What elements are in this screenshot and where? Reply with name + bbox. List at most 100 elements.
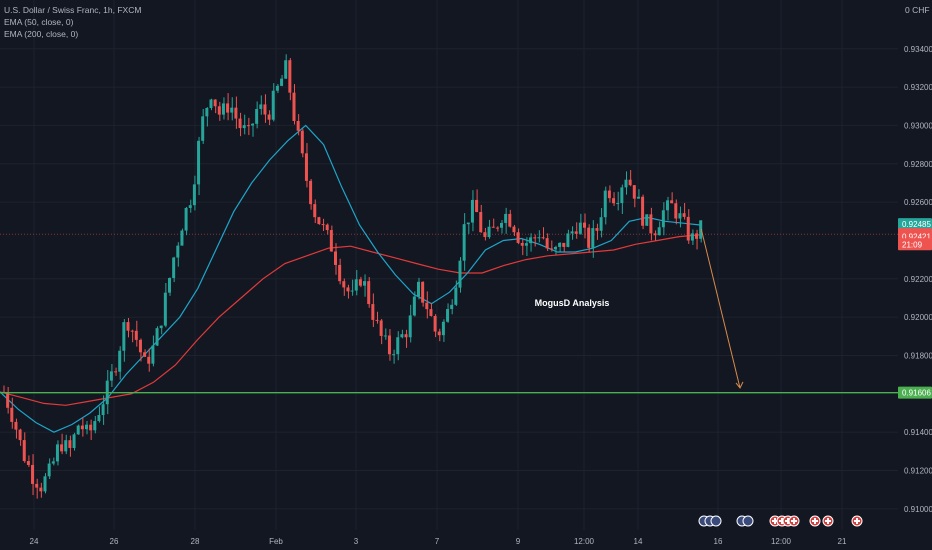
candle-up: [392, 354, 396, 356]
candle-up: [699, 220, 703, 239]
candle-up: [221, 103, 225, 115]
candle-down: [31, 464, 35, 484]
candle-down: [317, 217, 321, 225]
candle-down: [433, 315, 437, 332]
candle-down: [479, 211, 483, 233]
candle-down: [234, 107, 238, 119]
swiss-cross-icon: [854, 520, 860, 522]
candle-down: [612, 198, 616, 204]
ema200-line: [0, 234, 702, 406]
candle-down: [147, 356, 151, 364]
candle-up: [192, 184, 196, 206]
candle-up: [188, 205, 192, 208]
price-tick-label: 0.91200: [904, 466, 932, 475]
candle-up: [197, 140, 201, 185]
candle-up: [591, 228, 595, 248]
candle-down: [39, 487, 43, 492]
candle-up: [678, 213, 682, 219]
candle-up: [537, 237, 541, 239]
candle-down: [495, 227, 499, 229]
analysis-annotation: MogusD Analysis: [535, 298, 610, 308]
price-label: 21:09: [902, 240, 923, 249]
candle-up: [570, 231, 574, 234]
candle-down: [541, 237, 545, 239]
candle-up: [645, 214, 649, 226]
candle-down: [226, 103, 230, 113]
candle-up: [412, 296, 416, 316]
economic-events[interactable]: [698, 515, 863, 527]
projection-arrow: [700, 228, 744, 389]
candle-down: [68, 440, 72, 448]
candle-up: [383, 335, 387, 337]
time-tick-label: 26: [110, 537, 119, 546]
candle-down: [334, 251, 337, 265]
candle-down: [296, 120, 300, 131]
candle-down: [653, 233, 657, 236]
candle-down: [670, 200, 674, 204]
candle-down: [309, 180, 313, 205]
candle-down: [10, 407, 14, 422]
candle-up: [558, 242, 562, 247]
candle-down: [516, 232, 520, 243]
candle-down: [512, 226, 516, 233]
candle-up: [690, 233, 694, 241]
candle-up: [259, 104, 263, 109]
candle-up: [101, 404, 105, 416]
swiss-cross-icon: [825, 520, 831, 522]
candle-up: [450, 304, 454, 310]
candle-up: [636, 196, 640, 199]
candle-down: [213, 99, 217, 107]
candle-up: [524, 243, 528, 246]
candle-down: [379, 320, 383, 336]
price-tick-label: 0.93000: [904, 121, 932, 130]
candle-up: [487, 226, 491, 238]
candle-down: [89, 424, 93, 431]
candle-down: [437, 331, 441, 336]
candle-down: [387, 335, 391, 355]
candle-up: [76, 425, 80, 435]
symbol-title[interactable]: U.S. Dollar / Swiss Franc, 1h, FXCM: [4, 5, 142, 15]
candle-down: [583, 222, 586, 228]
candle-down: [595, 228, 599, 231]
time-tick-label: 16: [714, 537, 723, 546]
time-tick-label: 7: [435, 537, 440, 546]
candle-down: [304, 153, 308, 181]
candle-down: [114, 371, 118, 373]
candle-down: [321, 224, 325, 226]
price-label: 0.92485: [902, 220, 931, 229]
candle-up: [446, 309, 450, 322]
candle-up: [43, 476, 47, 492]
candle-up: [275, 85, 279, 91]
candle-down: [26, 461, 30, 465]
candle-up: [441, 321, 445, 336]
price-label-bg: [898, 218, 932, 231]
candle-up: [242, 125, 246, 129]
ema200-polyline: [0, 234, 702, 406]
candle-up: [578, 222, 582, 234]
candle-down: [686, 216, 690, 241]
candle-up: [470, 199, 474, 223]
price-tick-label: 0.92600: [904, 198, 932, 207]
chart-grid: [0, 0, 898, 530]
candle-up: [454, 287, 458, 305]
candle-up: [284, 60, 288, 79]
ema200-legend[interactable]: EMA (200, close, 0): [4, 29, 79, 39]
candle-up: [209, 99, 213, 109]
candle-up: [47, 463, 51, 477]
currency-unit[interactable]: 0 CHF: [905, 5, 930, 15]
candle-up: [201, 116, 205, 141]
ema50-legend[interactable]: EMA (50, close, 0): [4, 17, 74, 27]
candle-up: [93, 421, 97, 431]
candle-up: [159, 325, 163, 329]
candle-up: [396, 337, 400, 355]
candle-up: [624, 179, 628, 188]
us-flag-icon: [710, 515, 722, 527]
time-axis[interactable]: 24 26 28 Feb 3 7 9 12:00 14 16 12:00 21: [30, 537, 847, 546]
price-label-bg: [898, 238, 932, 251]
candle-up: [466, 222, 470, 225]
us-flag-icon: [742, 515, 754, 527]
price-axis[interactable]: 0.93400 0.93200 0.93000 0.92800 0.92600 0.922…: [898, 0, 932, 550]
candle-down: [18, 429, 22, 441]
candle-up: [271, 90, 275, 120]
